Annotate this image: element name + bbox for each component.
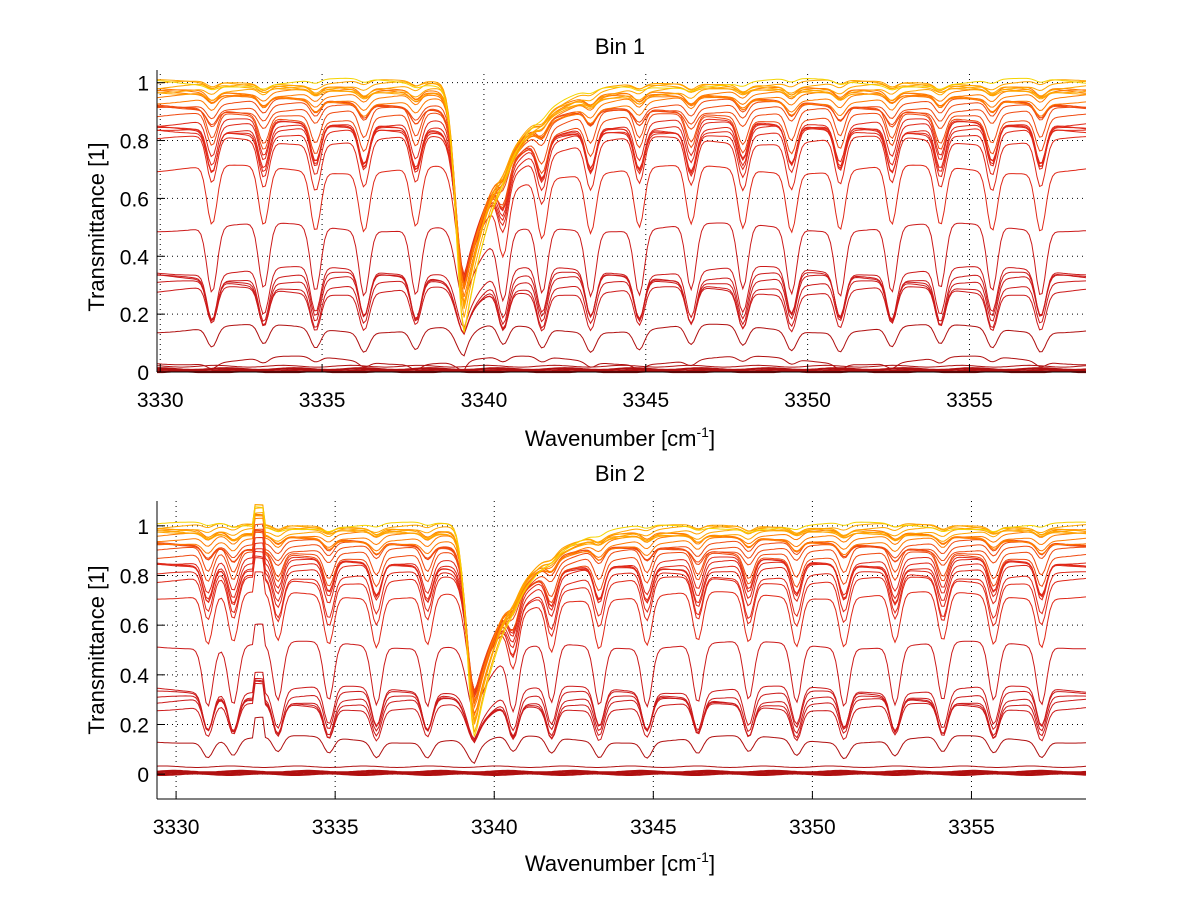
- series-line: [156, 83, 1087, 306]
- y-tick-labels-bin-1: 0 0.2 0.4 0.6 0.8 1: [120, 73, 150, 385]
- series-line: [156, 88, 1087, 304]
- y-tick-label: 0.2: [120, 304, 149, 327]
- series-line: [156, 82, 1087, 309]
- x-tick-label: 3340: [461, 389, 508, 412]
- series-line: [156, 671, 1087, 740]
- grid-bin-1: [157, 74, 1086, 373]
- y-axis-label-bin-2: Transmittance [1]: [84, 565, 109, 734]
- series-line: [156, 548, 1087, 699]
- series-line: [156, 528, 1087, 705]
- series-line: [156, 364, 1087, 368]
- series-line: [156, 542, 1087, 696]
- series-line: [156, 716, 1087, 765]
- y-tick-label: 1: [137, 73, 149, 96]
- series-line: [156, 118, 1087, 277]
- y-tick-label: 0.8: [120, 131, 149, 154]
- series-line: [156, 769, 1087, 774]
- series-line: [156, 678, 1087, 744]
- x-tick-label: 3350: [784, 389, 831, 412]
- x-tick-label: 3335: [299, 389, 346, 412]
- series-line: [156, 504, 1087, 733]
- y-tick-label: 0: [137, 764, 149, 787]
- series-group-bin-2: [156, 504, 1087, 776]
- x-tick-label: 3350: [789, 816, 836, 839]
- chart-title-bin-1: Bin 1: [595, 34, 645, 59]
- y-tick-label: 0.4: [120, 246, 150, 269]
- series-line: [156, 92, 1087, 290]
- series-line: [156, 135, 1087, 279]
- series-group-bin-1: [156, 77, 1087, 374]
- series-line: [156, 323, 1087, 357]
- series-line: [156, 623, 1086, 715]
- series-line: [156, 95, 1087, 287]
- panel-bin-1: Bin 1 3330 3335 3340 3345 3350 3355 0 0.2 0.4 0.…: [84, 34, 1087, 451]
- y-tick-label: 1: [137, 516, 149, 539]
- series-line: [156, 680, 1087, 744]
- series-line: [156, 355, 1086, 371]
- series-line: [156, 555, 1086, 695]
- y-tick-label: 0.4: [120, 665, 150, 688]
- series-line: [156, 112, 1087, 280]
- series-line: [156, 124, 1087, 283]
- series-line: [156, 164, 1087, 281]
- x-tick-label: 3335: [312, 816, 359, 839]
- y-tick-label: 0.6: [120, 615, 149, 638]
- grid-bin-2: [157, 501, 1086, 799]
- series-line: [157, 367, 1087, 372]
- series-line: [156, 124, 1087, 285]
- series-line: [157, 79, 1087, 331]
- series-line: [157, 571, 1087, 695]
- x-tick-label: 3355: [946, 389, 993, 412]
- y-tick-labels-bin-2: 0 0.2 0.4 0.6 0.8 1: [120, 516, 150, 787]
- y-axis-label-bin-1: Transmittance [1]: [84, 142, 109, 311]
- x-axis-label-bin-2: Wavenumber [cm-1]: [525, 849, 715, 876]
- y-tick-label: 0.8: [120, 566, 149, 589]
- x-tick-label: 3355: [948, 816, 995, 839]
- series-line: [156, 280, 1087, 335]
- x-axis-label-bin-1: Wavenumber [cm-1]: [525, 424, 715, 451]
- series-line: [156, 531, 1087, 694]
- x-tick-label: 3330: [153, 816, 200, 839]
- y-tick-label: 0: [137, 362, 149, 385]
- series-line: [156, 529, 1087, 698]
- x-tick-label: 3345: [630, 816, 677, 839]
- series-line: [156, 517, 1087, 704]
- series-line: [156, 506, 1087, 737]
- panel-bin-2: Bin 2 3330 3335 3340 3345 3350 3355 0 0.2 0.4 0.…: [84, 461, 1087, 876]
- series-line: [156, 85, 1087, 306]
- series-line: [156, 557, 1087, 693]
- x-tick-labels-bin-2: 3330 3335 3340 3345 3350 3355: [153, 816, 995, 839]
- axes-bin-1: [156, 70, 1086, 373]
- chart-title-bin-2: Bin 2: [595, 461, 645, 486]
- series-line: [156, 515, 1087, 720]
- series-line: [157, 222, 1087, 304]
- axes-bin-2: [156, 501, 1086, 800]
- y-tick-label: 0.6: [120, 188, 149, 211]
- series-line: [156, 77, 1087, 333]
- x-tick-label: 3340: [471, 816, 518, 839]
- series-line: [156, 679, 1087, 742]
- series-line: [156, 504, 1087, 725]
- y-tick-label: 0.2: [120, 715, 149, 738]
- series-line: [156, 103, 1087, 289]
- x-tick-label: 3330: [137, 389, 184, 412]
- x-tick-labels-bin-1: 3330 3335 3340 3345 3350 3355: [137, 389, 993, 412]
- series-line: [156, 765, 1087, 769]
- series-line: [156, 89, 1086, 298]
- x-tick-label: 3345: [622, 389, 669, 412]
- series-line: [156, 266, 1087, 329]
- series-line: [156, 274, 1087, 336]
- series-line: [157, 536, 1087, 693]
- series-line: [156, 271, 1087, 335]
- series-line: [156, 683, 1087, 744]
